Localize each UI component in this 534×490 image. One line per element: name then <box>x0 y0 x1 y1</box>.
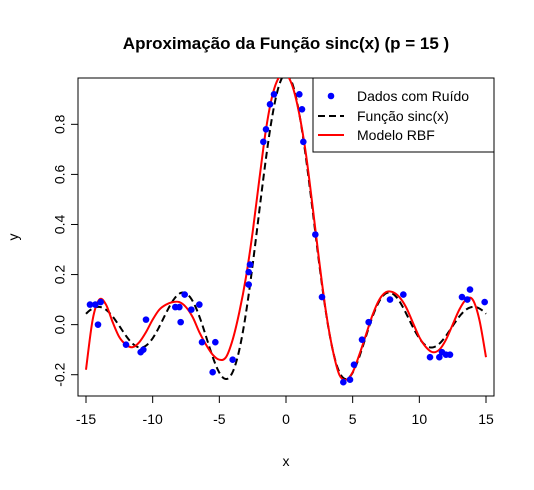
legend-label-rbf: Modelo RBF <box>357 127 435 143</box>
y-tick-label: 0.8 <box>52 114 68 134</box>
data-point <box>340 378 347 386</box>
data-point <box>466 286 474 293</box>
x-tick-label: 10 <box>412 411 428 427</box>
plot-area <box>85 78 488 386</box>
data-point <box>464 296 471 303</box>
data-point <box>262 126 270 133</box>
data-point <box>246 261 254 268</box>
data-point <box>245 281 252 288</box>
legend-label-points: Dados com Ruído <box>357 88 469 104</box>
data-point <box>266 100 274 108</box>
data-point <box>318 293 326 301</box>
data-point <box>245 268 252 276</box>
x-tick-label: 0 <box>282 411 290 427</box>
y-tick-label: 0.2 <box>52 265 68 285</box>
data-point <box>260 138 267 146</box>
data-point <box>270 90 278 98</box>
data-point <box>92 301 99 308</box>
legend-marker-points <box>327 92 335 100</box>
data-point <box>97 298 104 306</box>
y-tick-label: 0.6 <box>52 164 68 184</box>
y-tick-label: 0.4 <box>52 215 68 235</box>
data-point <box>94 321 102 328</box>
data-point <box>346 376 354 384</box>
series-rbf-model <box>85 78 487 381</box>
data-point <box>176 303 183 311</box>
data-point <box>142 316 150 323</box>
legend-label-sinc: Função sinc(x) <box>357 108 449 124</box>
data-point <box>446 351 454 358</box>
y-tick-label: 0.0 <box>52 315 68 335</box>
data-point <box>188 306 195 313</box>
data-point <box>209 368 216 376</box>
data-point <box>177 318 184 326</box>
y-axis-label: y <box>5 234 21 241</box>
x-axis-label: x <box>283 453 290 469</box>
x-tick-label: -10 <box>143 411 163 427</box>
data-point <box>122 341 130 348</box>
data-point <box>458 293 466 301</box>
rbf-line <box>85 78 487 381</box>
data-point <box>426 353 434 361</box>
data-point <box>229 356 236 363</box>
data-point <box>196 301 203 308</box>
data-point <box>312 231 319 238</box>
data-point <box>400 291 407 298</box>
data-point <box>436 353 443 361</box>
data-point <box>181 291 188 298</box>
data-point <box>386 296 394 303</box>
x-tick-label: -15 <box>76 411 96 427</box>
y-tick-label: -0.2 <box>52 362 68 386</box>
x-tick-label: 15 <box>478 411 494 427</box>
x-axis: -15 -10 -5 0 5 10 15 <box>76 395 494 427</box>
data-point <box>365 318 372 326</box>
data-point <box>212 338 219 346</box>
chart-title: Aproximação da Função sinc(x) (p = 15 ) <box>123 34 449 53</box>
data-point <box>358 336 366 343</box>
data-point <box>86 301 94 308</box>
data-point <box>350 361 358 369</box>
sinc-line <box>85 78 487 381</box>
x-tick-label: 5 <box>349 411 357 427</box>
data-point <box>140 346 147 353</box>
data-point <box>298 105 306 113</box>
data-point <box>481 298 488 306</box>
legend: Dados com Ruído Função sinc(x) Modelo RB… <box>312 77 495 153</box>
data-point <box>300 138 307 146</box>
series-noisy-data <box>86 90 488 386</box>
x-tick-label: -5 <box>213 411 226 427</box>
series-sinc-function <box>85 78 487 381</box>
data-point <box>198 338 206 346</box>
data-point <box>296 90 303 98</box>
y-axis: -0.2 0.0 0.2 0.4 0.6 0.8 <box>52 114 79 387</box>
